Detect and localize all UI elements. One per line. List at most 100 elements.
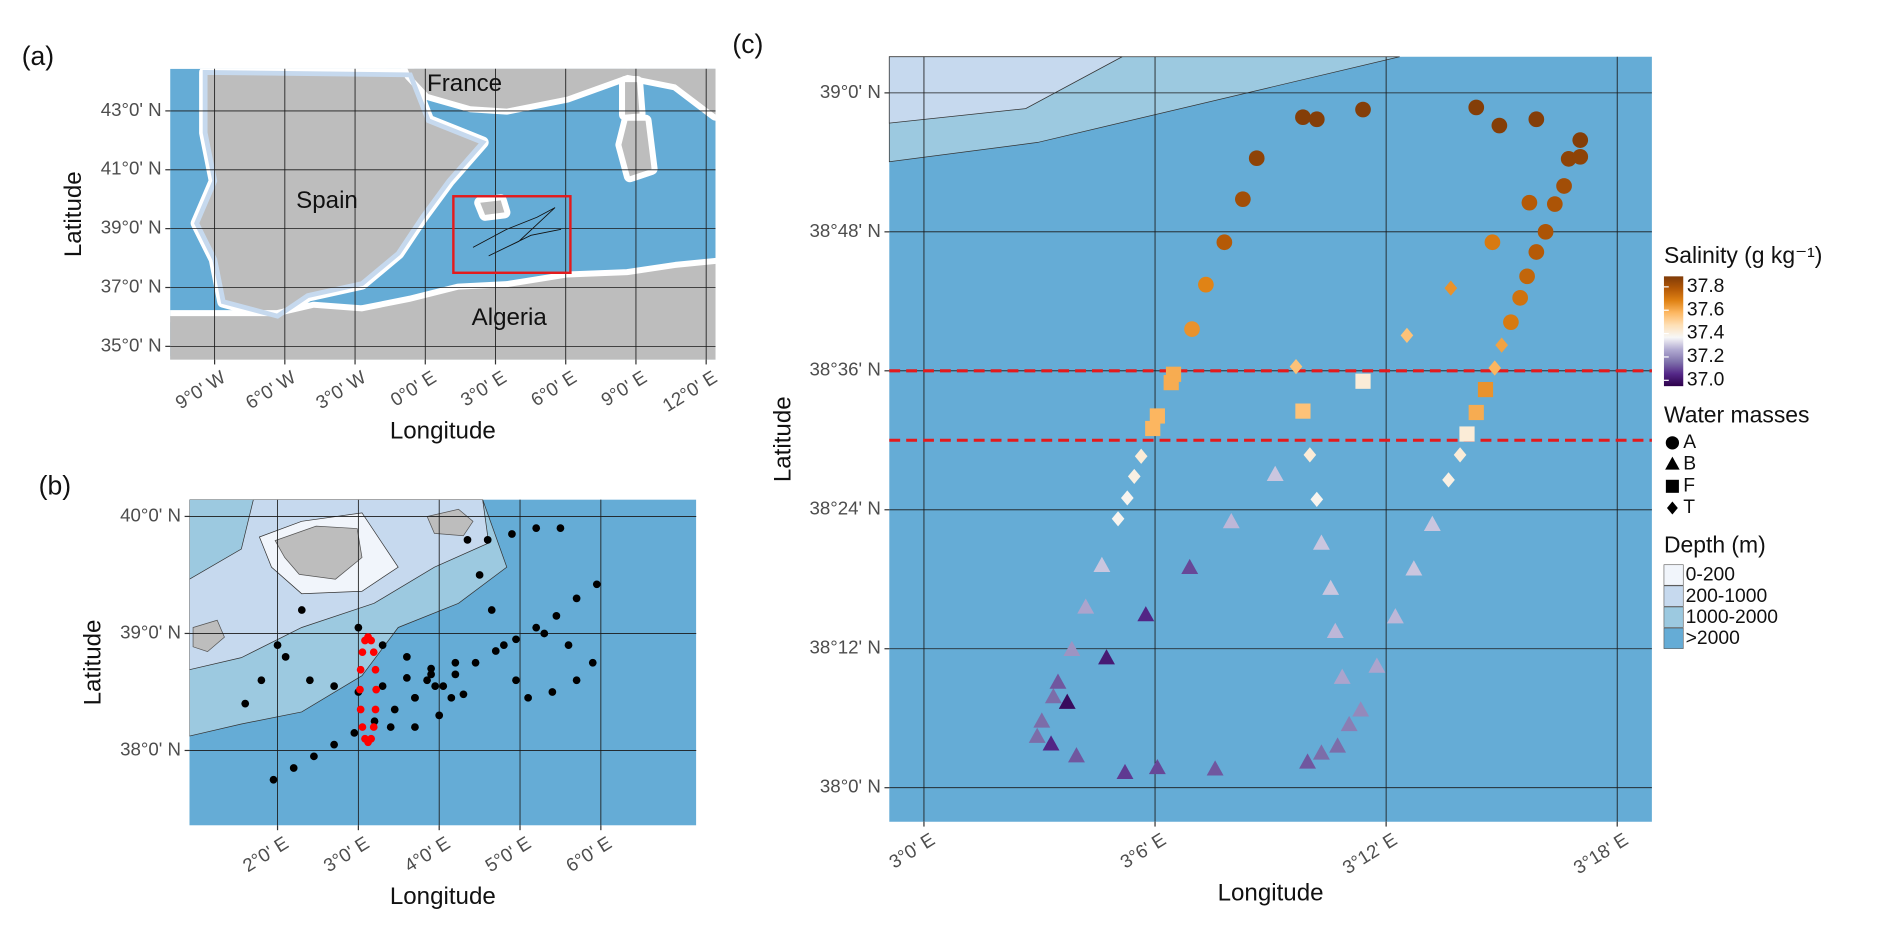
track-point	[371, 705, 380, 714]
track-point	[372, 685, 381, 694]
track-point	[289, 764, 298, 772]
track-point	[269, 775, 278, 784]
place-label: Algeria	[472, 304, 548, 331]
sample-point	[1184, 321, 1200, 337]
sample-point	[1491, 117, 1508, 134]
track-point	[439, 682, 448, 690]
sample-point	[1503, 314, 1519, 331]
legend-swatch	[1663, 585, 1684, 607]
sample-point	[1444, 280, 1458, 296]
sample-point	[1148, 758, 1166, 775]
track-point	[390, 705, 399, 714]
track-point	[459, 690, 468, 699]
y-axis-title: Latitude	[770, 396, 797, 482]
x-tick-label: 12°0' E	[659, 366, 721, 416]
track-point	[564, 641, 573, 650]
sample-point	[1333, 668, 1351, 684]
sample-point	[1235, 191, 1251, 208]
x-tick-label: 2°0' E	[239, 832, 292, 876]
sample-point	[1127, 468, 1141, 485]
legend-swatch	[1663, 606, 1684, 628]
sample-point	[1116, 763, 1134, 780]
sample-point	[1303, 447, 1317, 463]
track-point	[306, 676, 314, 685]
track-point	[423, 676, 431, 685]
sample-point	[1468, 404, 1484, 421]
track-point	[508, 530, 516, 538]
track-point	[330, 682, 338, 690]
y-tick-label: 38°0' N	[120, 738, 181, 759]
sample-point	[1572, 148, 1589, 165]
x-tick-label: 0°0' E	[387, 366, 440, 410]
track-point	[358, 723, 367, 731]
y-tick-label: 40°0' N	[120, 504, 181, 525]
sample-point	[1098, 649, 1115, 665]
legend-marker	[1665, 479, 1679, 493]
legend-swatch	[1663, 564, 1684, 586]
sample-point	[1312, 744, 1330, 760]
sample-point	[1120, 490, 1134, 506]
sample-point	[1556, 178, 1572, 194]
sample-point	[1028, 727, 1046, 743]
track-point	[378, 682, 387, 690]
sample-point	[1528, 111, 1545, 128]
legend-label: >2000	[1686, 628, 1740, 649]
panel-label: (b)	[39, 471, 71, 501]
place-label: Spain	[296, 187, 358, 214]
legend-label: F	[1683, 475, 1695, 496]
y-tick-label: 39°0' N	[101, 217, 162, 238]
sample-point	[1468, 99, 1485, 116]
sample-point	[1093, 556, 1111, 572]
sample-point	[1368, 657, 1386, 673]
panel-label: (a)	[22, 41, 54, 71]
track-point	[411, 723, 419, 731]
track-point	[369, 723, 378, 731]
sample-point	[1355, 101, 1371, 118]
sample-point	[1181, 558, 1199, 575]
sample-point	[1442, 472, 1455, 488]
panel-label: (c)	[732, 29, 763, 59]
sample-point	[1206, 760, 1224, 776]
track-point	[483, 535, 492, 544]
sample-point	[1310, 491, 1324, 507]
sample-point	[1198, 276, 1214, 293]
sample-point	[1068, 747, 1085, 763]
sample-point	[1477, 381, 1494, 398]
legend-marker	[1666, 501, 1678, 515]
track-point	[369, 648, 378, 657]
track-point	[354, 623, 363, 632]
sample-point	[1340, 715, 1358, 732]
sample-point	[1295, 403, 1311, 419]
track-point	[356, 685, 364, 694]
y-tick-label: 43°0' N	[101, 99, 162, 120]
track-point	[257, 676, 266, 685]
track-point	[512, 676, 520, 685]
track-point	[592, 580, 601, 589]
x-tick-label: 9°0' W	[172, 366, 230, 413]
x-tick-label: 3°12' E	[1339, 828, 1401, 878]
legend-label: 1000-2000	[1686, 607, 1778, 628]
track-point	[499, 641, 508, 650]
x-tick-label: 3°18' E	[1570, 828, 1632, 878]
x-tick-label: 3°0' E	[457, 366, 510, 410]
sample-point	[1299, 753, 1317, 769]
sample-point	[1145, 420, 1161, 437]
sample-point	[1355, 373, 1371, 389]
y-tick-label: 41°0' N	[101, 158, 162, 179]
track-point	[361, 636, 369, 645]
x-tick-label: 6°0' E	[562, 832, 615, 876]
track-point	[378, 641, 387, 650]
x-tick-label: 3°0' E	[885, 828, 938, 872]
track-point	[532, 623, 541, 632]
y-tick-label: 39°0' N	[820, 81, 881, 102]
sample-point	[1322, 579, 1340, 595]
sample-point	[1044, 688, 1062, 704]
track-point	[572, 676, 581, 685]
legend-marker	[1665, 456, 1680, 470]
legend-title: Depth (m)	[1664, 532, 1766, 558]
sample-point	[1453, 447, 1467, 463]
sample-point	[1488, 360, 1502, 376]
track-point	[447, 693, 456, 702]
